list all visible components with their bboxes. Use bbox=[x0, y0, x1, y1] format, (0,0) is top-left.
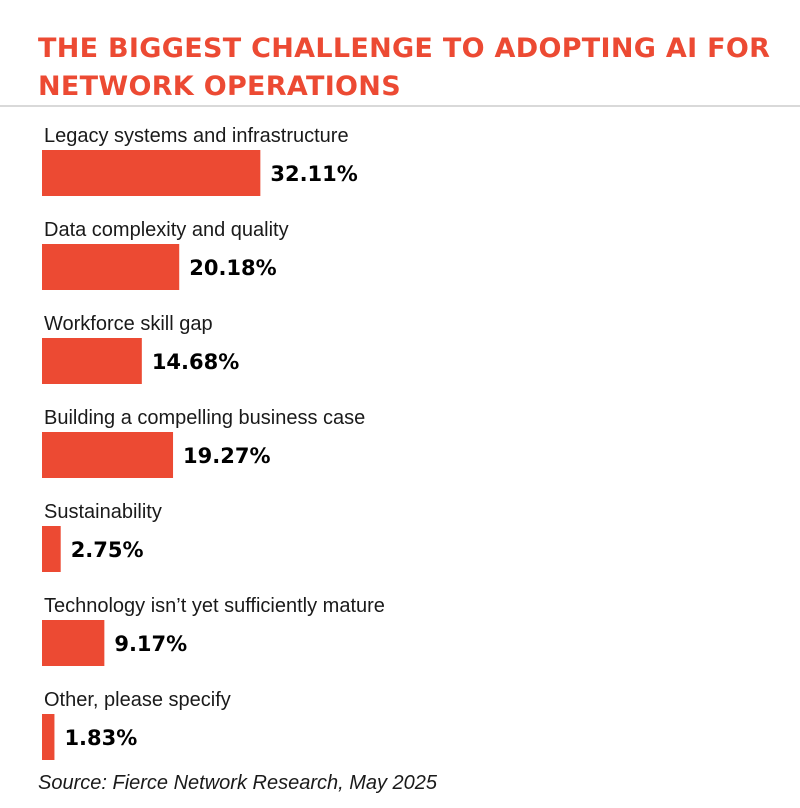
bar bbox=[42, 150, 261, 196]
value-label: 32.11% bbox=[270, 162, 357, 186]
bar bbox=[42, 244, 180, 290]
bar bbox=[42, 432, 174, 478]
category-label: Technology isn’t yet sufficiently mature bbox=[44, 595, 385, 617]
category-label: Other, please specify bbox=[44, 689, 231, 711]
category-label: Legacy systems and infrastructure bbox=[44, 125, 349, 147]
value-label: 2.75% bbox=[71, 538, 144, 562]
category-label: Sustainability bbox=[44, 501, 162, 523]
value-label: 1.83% bbox=[64, 726, 137, 750]
title-divider bbox=[0, 105, 800, 107]
value-label: 14.68% bbox=[152, 350, 239, 374]
value-label: 9.17% bbox=[114, 632, 187, 656]
chart-title: THE BIGGEST CHALLENGE TO ADOPTING AI FOR… bbox=[38, 33, 771, 102]
category-label: Data complexity and quality bbox=[44, 219, 289, 241]
source-note: Source: Fierce Network Research, May 202… bbox=[38, 772, 438, 794]
category-label: Workforce skill gap bbox=[44, 313, 213, 335]
bar bbox=[42, 620, 105, 666]
bar bbox=[42, 714, 55, 760]
bar bbox=[42, 338, 142, 384]
value-label: 19.27% bbox=[183, 444, 270, 468]
value-label: 20.18% bbox=[189, 256, 276, 280]
category-label: Building a compelling business case bbox=[44, 407, 365, 429]
bar bbox=[42, 526, 61, 572]
